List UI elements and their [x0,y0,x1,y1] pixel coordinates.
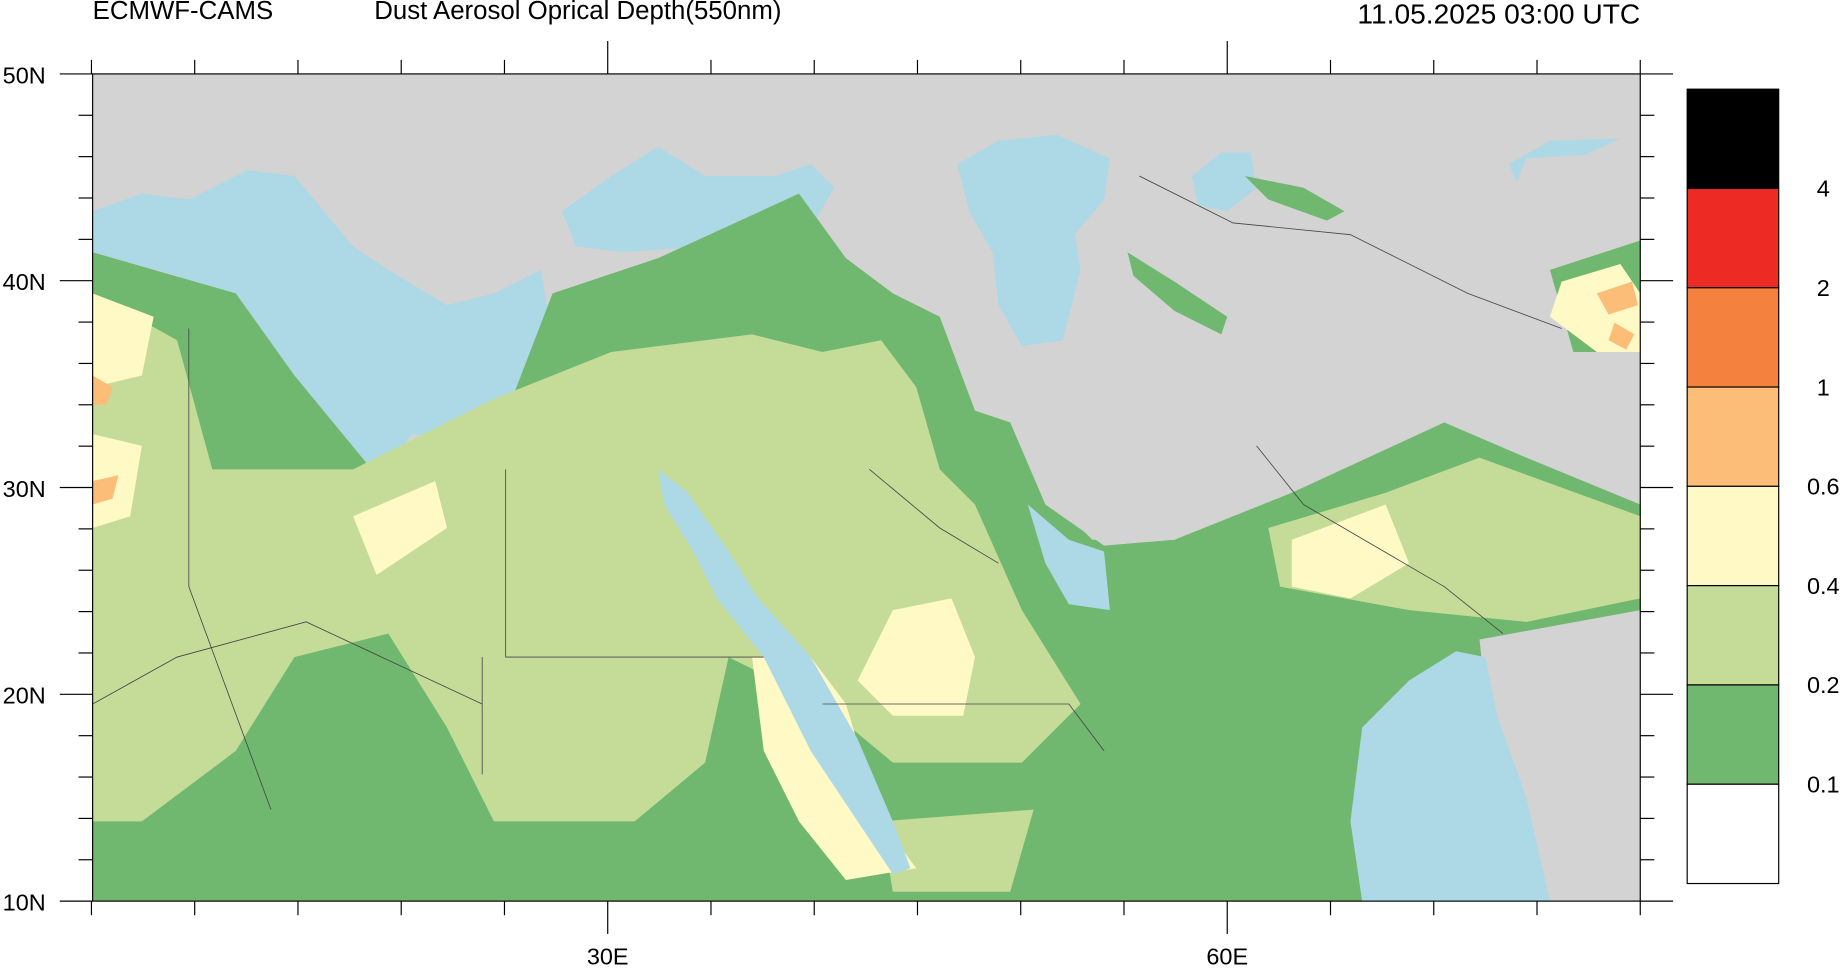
gulfs [658,469,1550,902]
colorbar-box [1686,88,1780,190]
lat-label: 50N [3,62,46,88]
colorbar-box [1686,585,1780,686]
lat-label: 10N [3,890,46,916]
colorbar-label: 0.2 [1807,672,1840,698]
colorbar-label: 0.4 [1807,573,1840,599]
colorbar-label: 2 [1817,275,1830,301]
source-label: ECMWF-CAMS [93,0,274,25]
lat-label: 30N [3,476,46,502]
borders [92,175,1562,810]
colorbar-box [1686,386,1780,487]
colorbar-label: 0.6 [1807,474,1840,500]
lon-label: 60E [1206,943,1248,968]
colorbar-box [1686,287,1780,388]
lat-label: 40N [3,269,46,295]
map-area [92,73,1641,902]
map-title: Dust Aerosol Oprical Depth(550nm) [374,0,781,25]
colorbar-box [1686,485,1780,587]
colorbar-box [1686,783,1780,885]
lon-label: 30E [587,943,629,968]
colorbar-box [1686,684,1780,785]
colorbar-label: 4 [1817,176,1830,202]
colorbar-box [1686,187,1780,289]
valid-time: 11.05.2025 03:00 UTC [1357,0,1640,29]
colorbar-label: 0.1 [1807,771,1840,797]
lat-label: 20N [3,683,46,709]
colorbar-label: 1 [1817,374,1830,400]
